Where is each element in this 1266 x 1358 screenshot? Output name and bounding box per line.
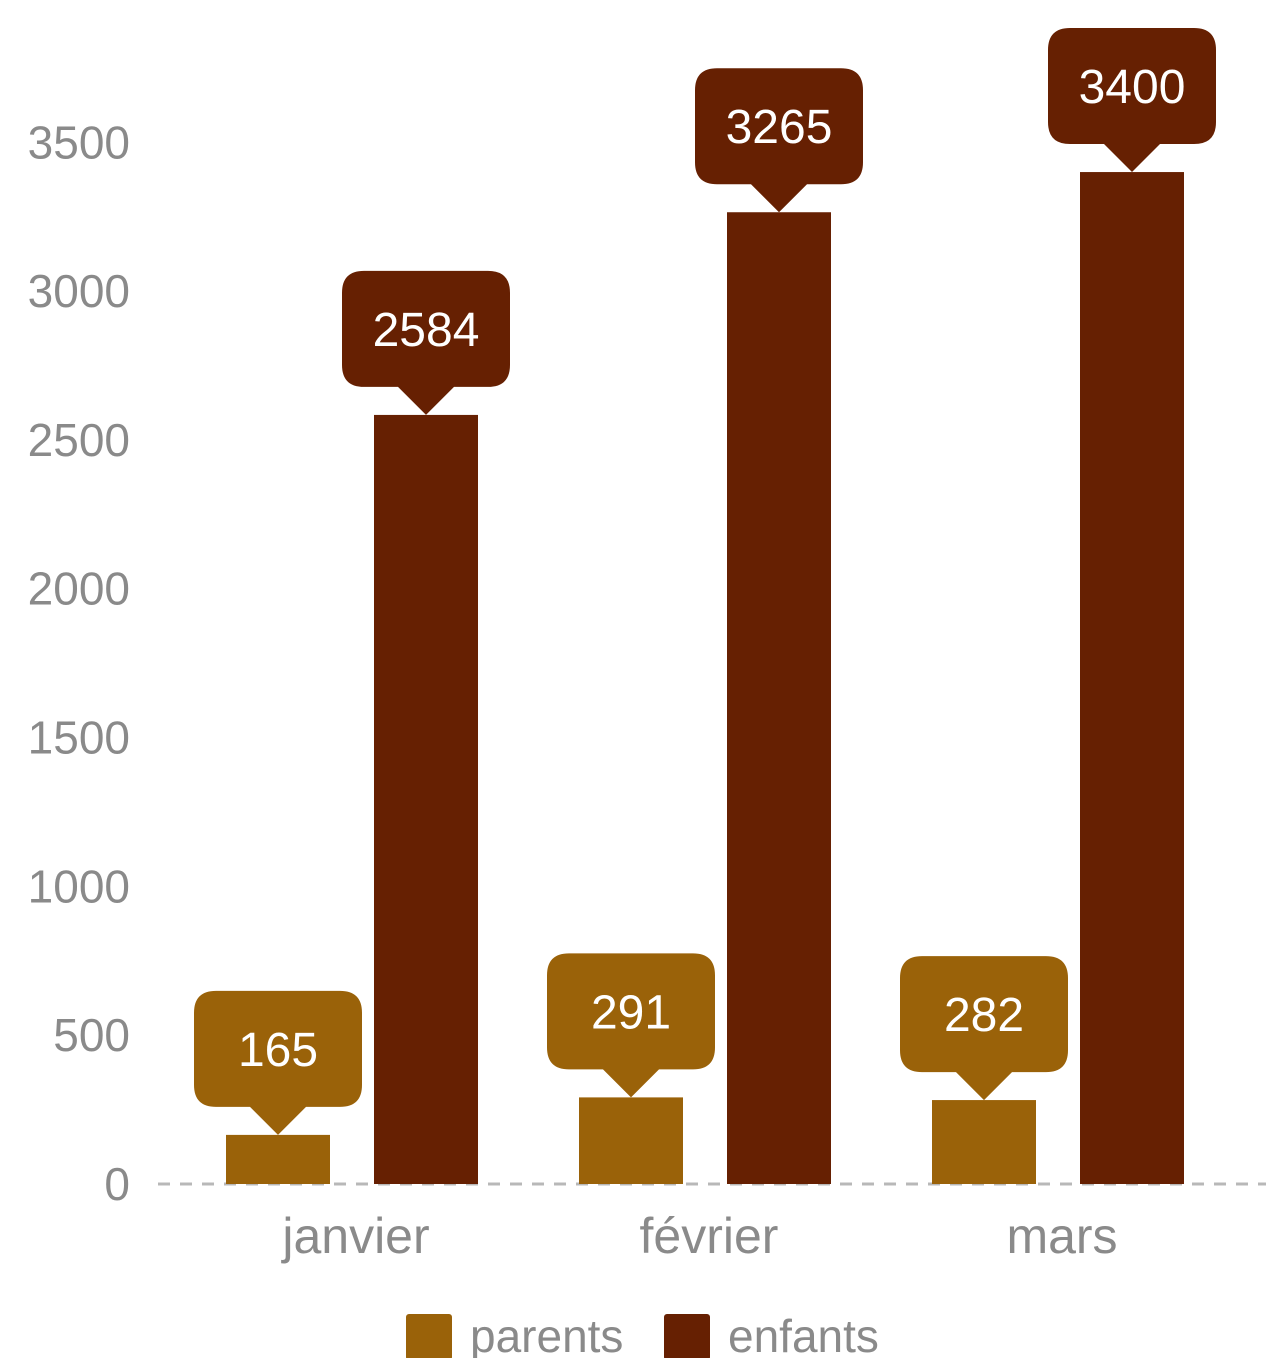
data-label-callout [900,956,1068,1101]
data-label: 2584 [373,304,480,357]
x-tick-label: mars [1006,1208,1117,1264]
bar-parents[interactable] [226,1134,330,1184]
y-tick-label: 1500 [28,712,130,764]
bar-parents[interactable] [579,1097,683,1184]
bar-enfants[interactable] [727,212,831,1185]
data-label-callout [1048,28,1216,173]
data-label: 3400 [1079,61,1186,114]
data-label: 291 [591,986,671,1039]
y-tick-label: 500 [53,1009,130,1061]
bar-enfants[interactable] [1080,172,1184,1185]
y-tick-label: 2500 [28,414,130,466]
data-label: 3265 [726,101,833,154]
legend-label-enfants[interactable]: enfants [728,1310,879,1358]
y-axis: 0 500 1000 1500 2000 2500 3000 3500 [28,116,130,1210]
bar-enfants[interactable] [374,414,478,1184]
data-label-callout [547,953,715,1098]
bar-parents[interactable] [932,1100,1036,1184]
data-label: 165 [238,1024,318,1077]
y-tick-label: 1000 [28,860,130,912]
x-axis: janvier février mars [280,1208,1117,1264]
data-label-callout [342,270,510,415]
data-label-callout [194,990,362,1135]
y-tick-label: 3500 [28,116,130,168]
x-tick-label: janvier [280,1208,429,1264]
bars: 165 291 282 2584 3265 3400 [194,28,1216,1185]
legend-swatch-parents [406,1314,452,1358]
y-tick-label: 0 [104,1158,130,1210]
y-tick-label: 2000 [28,563,130,615]
legend-label-parents[interactable]: parents [470,1310,623,1358]
data-label: 282 [944,989,1024,1042]
x-tick-label: février [640,1208,779,1264]
legend-swatch-enfants [664,1314,710,1358]
y-tick-label: 3000 [28,265,130,317]
data-label-callout [695,68,863,213]
legend: parents enfants [406,1310,879,1358]
